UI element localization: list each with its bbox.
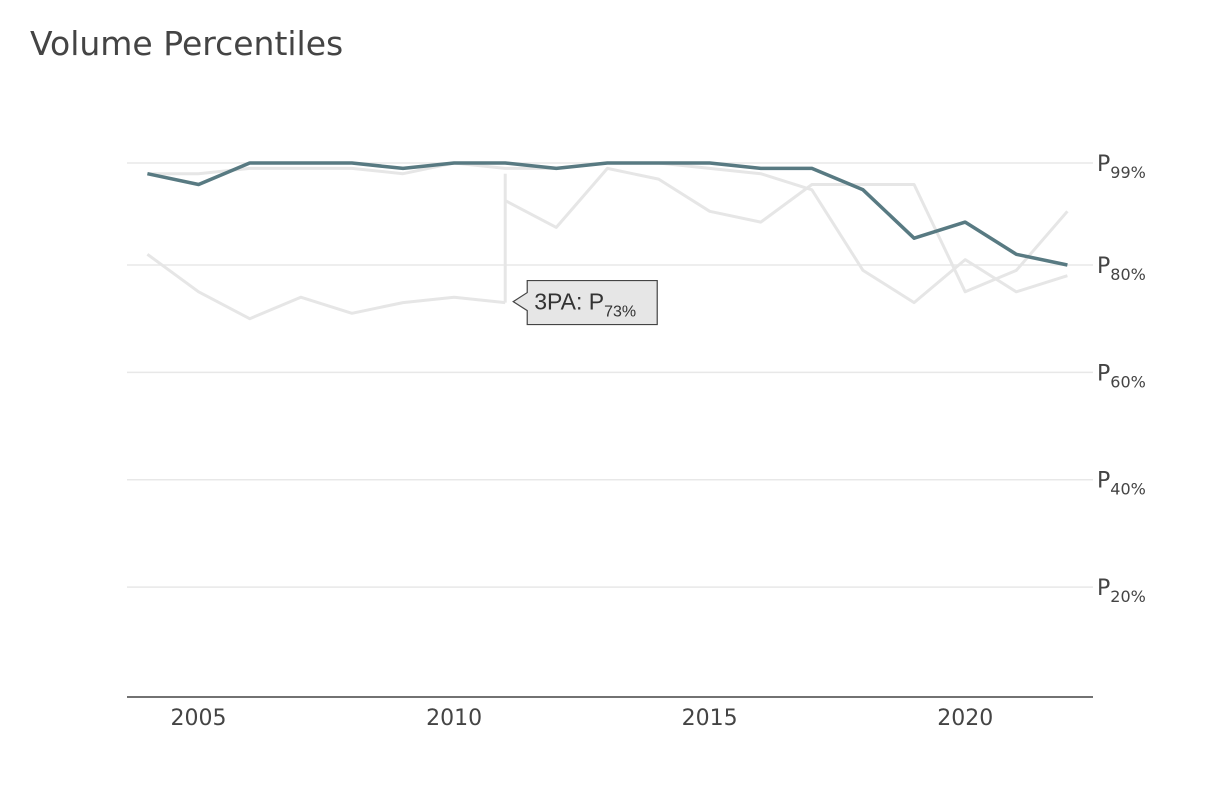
highlight-series-line[interactable] bbox=[147, 161, 1068, 267]
y-tick-label: P99% bbox=[1097, 152, 1146, 182]
x-tick-label: 2020 bbox=[937, 706, 993, 731]
x-tick-label: 2005 bbox=[171, 706, 227, 731]
y-tick-labels: P99% P80% P60% P40% P20% bbox=[1097, 152, 1146, 606]
series-lines bbox=[146, 161, 1069, 321]
y-tick-label: P20% bbox=[1097, 576, 1146, 606]
background-series-line[interactable] bbox=[146, 253, 506, 321]
y-tick-label: P40% bbox=[1097, 469, 1146, 499]
x-tick-label: 2015 bbox=[682, 706, 738, 731]
tooltip-label: 3PA: P73% bbox=[534, 289, 636, 321]
background-series-line[interactable] bbox=[504, 166, 1069, 294]
tooltip-box bbox=[512, 279, 658, 326]
hover-tooltip: 3PA: P73% bbox=[512, 279, 658, 326]
x-tick-labels: 2005 2010 2015 2020 bbox=[171, 706, 994, 731]
chart-title: Volume Percentiles bbox=[30, 24, 344, 63]
x-tick-label: 2010 bbox=[426, 706, 482, 731]
y-tick-label: P60% bbox=[1097, 361, 1146, 391]
y-tick-label: P80% bbox=[1097, 254, 1146, 284]
